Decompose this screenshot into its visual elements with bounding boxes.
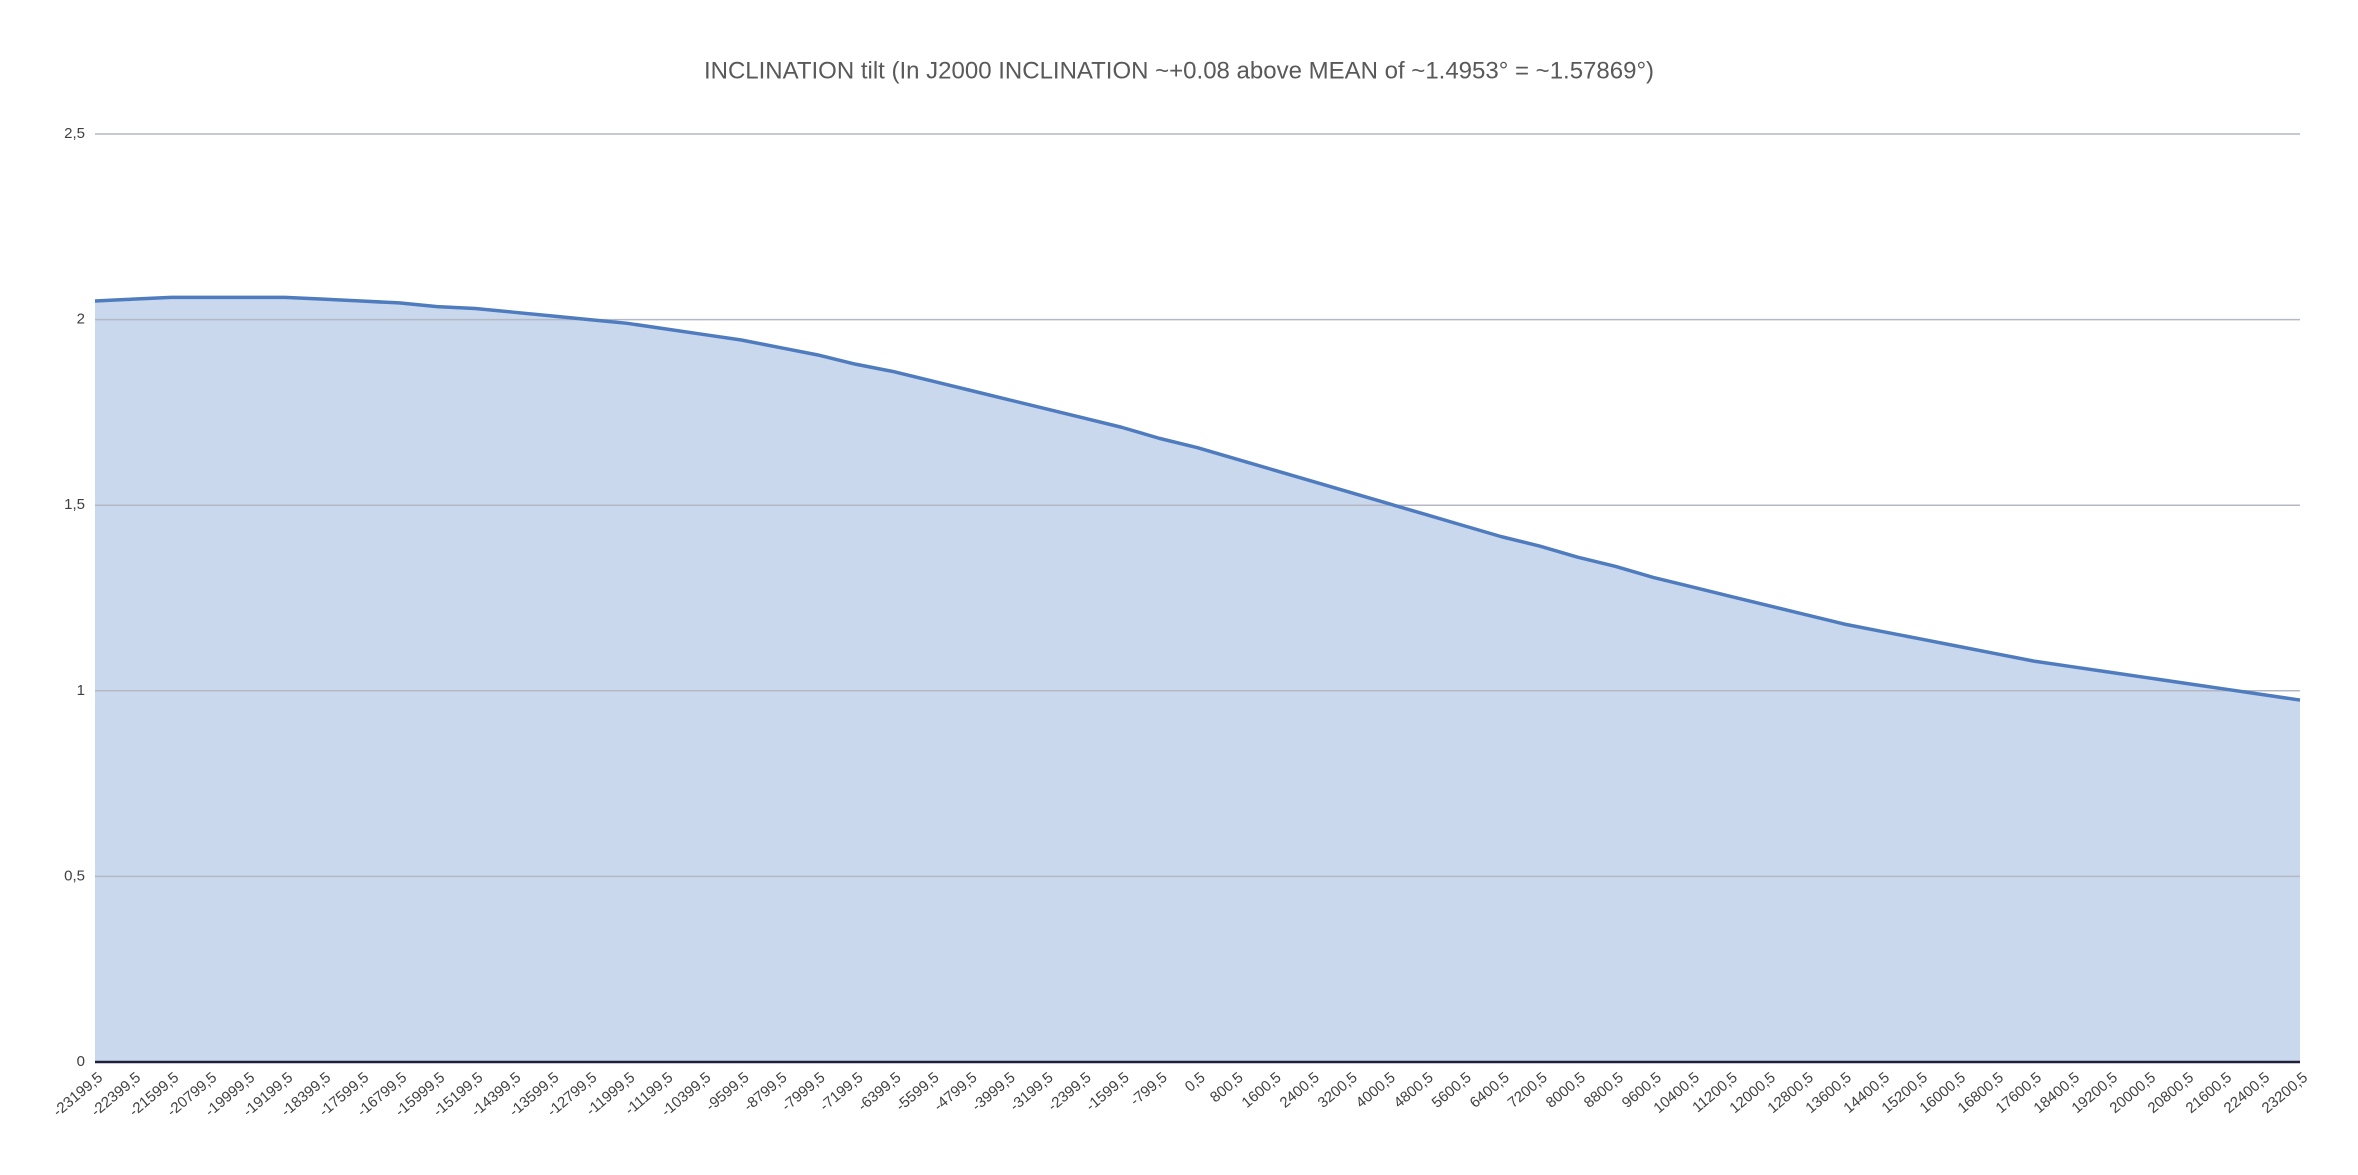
x-tick-label: 8000,5 [1543, 1069, 1589, 1112]
y-tick-label: 0,5 [64, 867, 85, 884]
area-line [94, 295, 2301, 702]
x-tick-label: 6400,5 [1467, 1069, 1513, 1112]
chart-title: INCLINATION tilt (In J2000 INCLINATION ~… [704, 57, 1654, 84]
x-tick-label: 5600,5 [1429, 1069, 1475, 1112]
x-tick-label: 4000,5 [1353, 1069, 1399, 1112]
x-tick-label: 4800,5 [1391, 1069, 1437, 1112]
area-fill [95, 297, 2300, 1063]
x-tick-label: -799,5 [1127, 1069, 1171, 1109]
x-tick-label: 7200,5 [1505, 1069, 1551, 1112]
x-tick-label: 3200,5 [1315, 1069, 1361, 1112]
y-tick-label: 2 [77, 311, 85, 328]
x-tick-label: 0,5 [1182, 1069, 1209, 1095]
y-tick-label: 0 [77, 1053, 85, 1070]
y-tick-label: 1,5 [64, 496, 85, 513]
y-tick-label: 1 [77, 682, 85, 699]
x-tick-label: -1599,5 [1083, 1069, 1133, 1115]
x-tick-label: 2400,5 [1277, 1069, 1323, 1112]
x-tick-label: 1600,5 [1239, 1069, 1285, 1112]
x-tick-label: 8800,5 [1581, 1069, 1627, 1112]
y-tick-label: 2,5 [64, 125, 85, 142]
